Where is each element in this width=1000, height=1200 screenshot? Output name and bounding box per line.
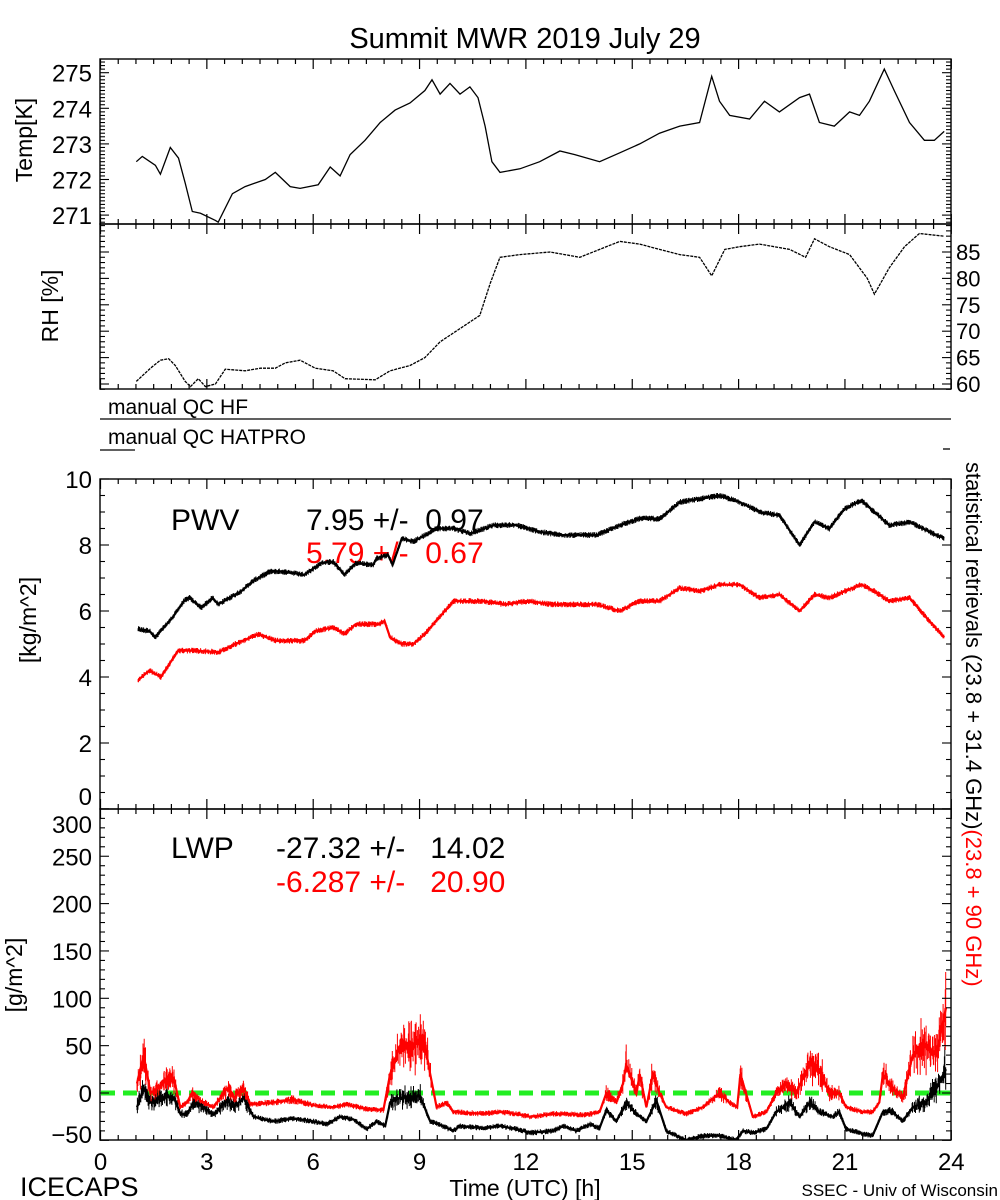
pwv-y-tick-label: 6: [79, 599, 92, 626]
x-tick-label: 12: [513, 1149, 540, 1176]
chart-title: Summit MWR 2019 July 29: [349, 23, 700, 55]
rh-panel-frame: [99, 223, 952, 390]
x-tick-label: 21: [832, 1149, 859, 1176]
rh-axis-label: RH [%]: [37, 270, 63, 343]
rh-y-tick-label: 70: [956, 319, 980, 344]
x-tick-label: 6: [307, 1149, 320, 1176]
qc-hf-label: manual QC HF: [108, 396, 248, 419]
retrieval-legend-black: statistical retrievals (23.8 + 31.4 GHz): [961, 462, 986, 829]
temp-series-group: [135, 67, 945, 224]
pwv-annotation-label: PWV: [171, 504, 239, 537]
pwv-y-tick-label: 0: [79, 784, 92, 811]
lwp-series-group: [135, 1046, 947, 1140]
temp-y-tick-label: 274: [52, 96, 92, 123]
x-tick-label: 0: [94, 1149, 107, 1176]
rh-y-tick-label: 60: [956, 372, 980, 397]
retrieval-legend-red: (23.8 + 90 GHz): [961, 829, 986, 986]
rh-series-group: [135, 232, 945, 388]
x-tick-label: 24: [938, 1149, 965, 1176]
pwv-y-tick-label: 8: [79, 533, 92, 560]
lwp-y-tick-label: −50: [51, 1122, 92, 1149]
lwp-y-tick-label: 250: [52, 844, 92, 871]
x-tick-label: 9: [413, 1149, 426, 1176]
temp-y-tick-label: 275: [52, 61, 92, 88]
pwv-y-tick-label: 2: [79, 731, 92, 758]
footer-icecaps: ICECAPS: [20, 1172, 139, 1200]
rh-y-tick-label: 85: [956, 240, 980, 265]
temp-axis-label: Temp[K]: [11, 98, 37, 182]
lwp-y-tick-label: 0: [79, 1081, 92, 1108]
lwp-stats-black: -27.32 +/- 14.02: [276, 832, 505, 865]
rh-y-tick-label: 75: [956, 293, 980, 318]
retrieval-legend-label: statistical retrievals (23.8 + 31.4 GHz)…: [961, 462, 986, 987]
footer-ssec: SSEC - Univ of Wisconsin: [802, 1181, 999, 1200]
lwp-series-noise-red: [136, 972, 947, 1120]
lwp-y-tick-label: 300: [52, 812, 92, 839]
rh-y-tick-label: 65: [956, 346, 980, 371]
pwv-axis-label: [kg/m^2]: [15, 577, 41, 663]
pwv-stats-red: 5.79 +/- 0.67: [306, 537, 484, 570]
pwv-series-group: [137, 581, 946, 683]
pwv-series-line-red: [137, 583, 946, 682]
lwp-y-tick-label: 200: [52, 892, 92, 919]
rh-series-line: [135, 232, 945, 388]
lwp-series-line-red: [135, 1007, 948, 1119]
lwp-series-group: [135, 972, 948, 1120]
temp-y-tick-label: 273: [52, 132, 92, 159]
x-tick-label: 15: [619, 1149, 646, 1176]
x-tick-label: 18: [725, 1149, 752, 1176]
rh-y-tick-label: 80: [956, 266, 980, 291]
pwv-series-noise-black: [137, 493, 945, 640]
lwp-axis-label: [g/m^2]: [1, 938, 27, 1013]
qc-hatpro-label: manual QC HATPRO: [108, 426, 306, 449]
lwp-stats-red: -6.287 +/- 20.90: [276, 866, 505, 899]
pwv-y-tick-label: 10: [65, 467, 92, 494]
pwv-stats-black: 7.95 +/- 0.97: [306, 504, 484, 537]
x-axis-label: Time (UTC) [h]: [449, 1175, 600, 1200]
temp-y-tick-label: 272: [52, 168, 92, 195]
lwp-series-line-black: [135, 1068, 947, 1140]
lwp-y-tick-label: 50: [65, 1034, 92, 1061]
temp-y-tick-label: 271: [52, 203, 92, 230]
pwv-series-line-black: [137, 494, 945, 640]
lwp-annotation-label: LWP: [171, 832, 234, 865]
pwv-y-tick-label: 4: [79, 665, 92, 692]
pwv-series-group: [137, 493, 945, 640]
temp-series-line: [135, 67, 945, 224]
temp-panel-frame: [99, 58, 952, 225]
lwp-y-tick-label: 100: [52, 986, 92, 1013]
lwp-y-tick-label: 150: [52, 939, 92, 966]
x-tick-label: 3: [200, 1149, 213, 1176]
